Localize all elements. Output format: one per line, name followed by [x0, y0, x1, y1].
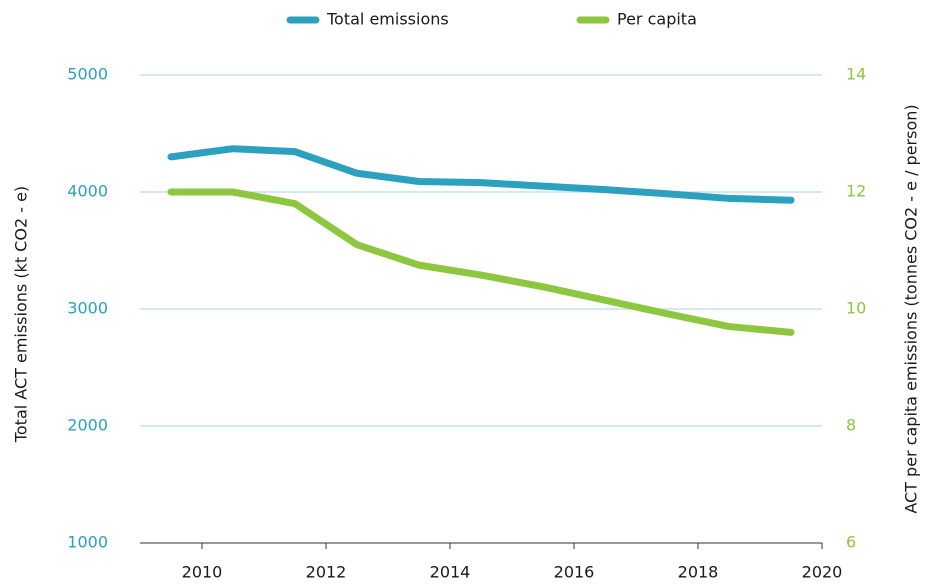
y2-tick-label: 14 [846, 65, 866, 84]
y2-tick-label: 6 [846, 533, 856, 552]
y-axis-label: Total ACT emissions (kt CO2 - e) [12, 186, 31, 443]
line [167, 145, 795, 204]
y2-tick-label: 12 [846, 182, 866, 201]
legend-label: Total emissions [326, 10, 449, 29]
y2-axis-label: ACT per capita emissions (tonnes CO2 - e… [902, 104, 921, 513]
y-tick-label: 1000 [67, 533, 108, 552]
y2-tick-label: 10 [846, 299, 866, 318]
x-tick-label: 2012 [306, 563, 347, 582]
y-tick-label: 2000 [67, 416, 108, 435]
legend-label: Per capita [617, 10, 697, 29]
x-tick-label: 2014 [430, 563, 471, 582]
x-tick-label: 2020 [802, 563, 843, 582]
y-tick-label: 3000 [67, 299, 108, 318]
x-tick-label: 2018 [678, 563, 719, 582]
x-tick-label: 2010 [182, 563, 223, 582]
y2-tick-label: 8 [846, 416, 856, 435]
x-tick-label: 2016 [554, 563, 595, 582]
y-tick-label: 4000 [67, 182, 108, 201]
line [167, 188, 795, 336]
y-tick-label: 5000 [67, 65, 108, 84]
